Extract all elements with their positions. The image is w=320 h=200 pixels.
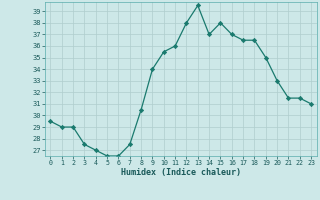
X-axis label: Humidex (Indice chaleur): Humidex (Indice chaleur) (121, 168, 241, 177)
